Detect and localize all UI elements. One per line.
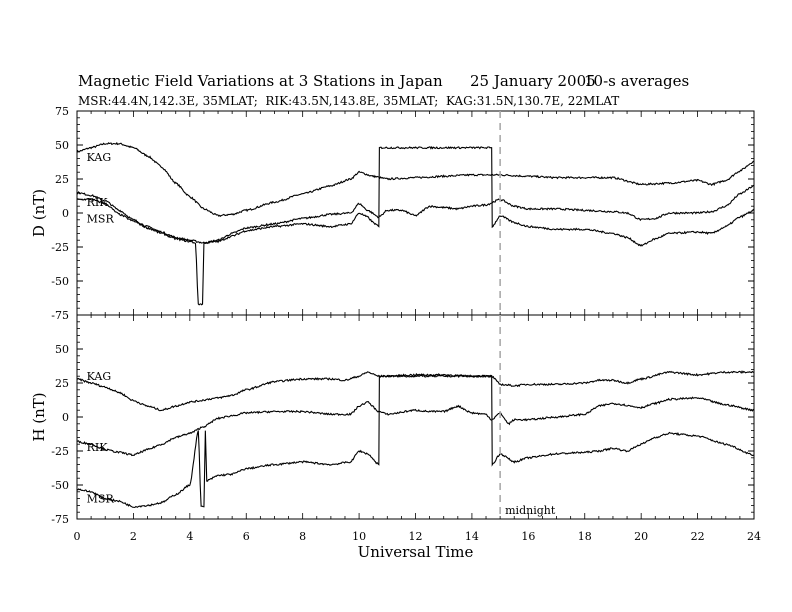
y-axis-label: D (nT) xyxy=(30,189,48,237)
series-line-rik xyxy=(76,184,755,244)
x-tick-label: 18 xyxy=(578,530,592,543)
panel-frame xyxy=(76,110,755,316)
y-tick-label: -75 xyxy=(51,513,69,526)
x-axis-label: Universal Time xyxy=(358,543,474,561)
x-tick-label: 4 xyxy=(186,530,193,543)
y-tick-label: -50 xyxy=(51,275,69,288)
x-tick-label: 22 xyxy=(691,530,705,543)
chart-averaging: 10-s averages xyxy=(584,72,690,90)
x-tick-label: 2 xyxy=(130,530,137,543)
y-tick-label: 50 xyxy=(55,343,69,356)
series-line-rik xyxy=(76,396,755,457)
x-tick-label: 24 xyxy=(747,530,761,543)
x-tick-label: 20 xyxy=(634,530,648,543)
y-tick-label: 25 xyxy=(55,173,69,186)
y-tick-label: 0 xyxy=(62,207,69,220)
y-tick-label: -75 xyxy=(51,309,69,322)
y-tick-label: 50 xyxy=(55,139,69,152)
series-line-msr xyxy=(76,374,755,509)
x-tick-label: 16 xyxy=(521,530,535,543)
y-tick-label: -25 xyxy=(51,241,69,254)
y-tick-label: 0 xyxy=(62,411,69,424)
x-tick-label: 10 xyxy=(352,530,366,543)
series-label-rik: RIK xyxy=(87,196,109,209)
series-line-kag xyxy=(76,370,755,412)
series-label-msr: MSR xyxy=(87,493,115,506)
y-axis-label: H (nT) xyxy=(30,392,48,441)
series-line-kag xyxy=(76,141,755,218)
x-tick-label: 0 xyxy=(74,530,81,543)
x-tick-label: 8 xyxy=(299,530,306,543)
midnight-label: midnight xyxy=(505,504,556,517)
chart-title: Magnetic Field Variations at 3 Stations … xyxy=(78,72,443,90)
x-tick-label: 14 xyxy=(465,530,479,543)
y-tick-label: 25 xyxy=(55,377,69,390)
series-label-msr: MSR xyxy=(87,212,115,225)
y-tick-label: 75 xyxy=(55,105,69,118)
station-info: MSR:44.4N,142.3E, 35MLAT; RIK:43.5N,143.… xyxy=(78,94,620,108)
y-tick-label: -50 xyxy=(51,479,69,492)
panel-frame xyxy=(76,314,755,520)
chart-date: 25 January 2005 xyxy=(470,72,596,90)
series-label-kag: KAG xyxy=(87,151,112,164)
x-tick-label: 6 xyxy=(243,530,250,543)
y-tick-label: -25 xyxy=(51,445,69,458)
series-line-msr xyxy=(76,145,755,306)
x-tick-label: 12 xyxy=(409,530,423,543)
series-label-kag: KAG xyxy=(87,370,112,383)
series-label-rik: RIK xyxy=(87,441,109,454)
